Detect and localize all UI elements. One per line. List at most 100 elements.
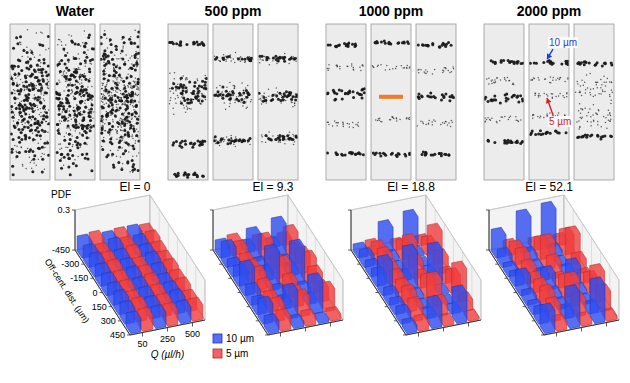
particle [138,152,140,154]
particle [109,91,111,93]
particle [68,127,70,129]
particle [281,95,283,97]
particle [132,144,135,147]
particle [103,64,106,67]
channel-background [10,24,50,180]
particle [116,104,118,106]
particle [40,121,43,124]
particle [12,80,14,82]
particle [33,122,36,125]
particle [65,44,67,46]
particle [58,104,61,107]
particle [21,56,23,58]
particle [136,122,139,125]
particle [177,84,179,86]
particle [249,59,252,62]
particle [87,158,90,161]
particle [406,67,408,69]
particle [66,109,68,111]
particle [260,99,262,101]
particle [107,55,109,57]
particle [15,155,18,158]
particle [196,87,199,90]
particle [288,59,290,61]
particle [64,50,66,52]
particle [69,110,71,112]
particle [124,121,126,123]
particle [28,136,31,139]
particle [136,60,138,62]
particle [128,106,130,108]
particle [128,60,130,62]
particle [92,96,94,98]
particle [128,86,130,88]
particle [84,102,86,104]
particle [227,138,230,141]
particle [10,151,13,154]
particle [123,122,126,125]
particle [223,141,225,143]
particle [23,120,25,122]
particle [93,111,95,113]
particle [202,175,205,178]
particle [103,107,105,109]
particle [384,42,387,45]
particle [45,71,47,73]
particle [84,30,86,32]
particle [109,63,111,65]
particle [169,103,171,105]
particle [249,144,251,146]
particle [120,80,122,82]
particle [230,137,232,139]
particle [180,79,182,81]
particle [104,141,106,143]
particle [26,120,29,123]
particle [288,58,291,61]
particle [48,48,50,50]
particle [110,96,112,98]
particle [19,41,21,43]
particle [183,105,185,107]
particle [187,107,189,109]
particle [36,76,39,79]
particle [76,91,79,94]
particle [62,108,65,111]
particle [44,112,46,114]
particle [111,137,113,139]
particle [251,99,253,101]
particle [44,119,46,121]
particle [202,96,204,98]
particle [67,58,70,61]
particle [221,85,224,88]
particle [186,101,189,104]
particle [12,173,15,176]
particle [29,64,32,67]
particle [343,42,346,45]
particle [217,90,220,93]
particle [183,75,185,77]
particle [134,116,136,118]
particle [86,54,88,56]
channel-background [326,24,366,180]
particle [29,58,32,61]
particle [184,140,187,143]
particle [124,149,127,152]
particle [203,84,206,87]
particle [335,92,338,95]
particle [14,114,16,116]
particle [112,107,114,109]
particle [27,93,30,96]
particle [328,122,330,124]
particle [75,79,78,82]
particle [20,133,22,135]
particle [128,145,130,147]
particle [19,35,22,38]
particle [135,140,137,142]
particle [353,69,355,71]
particle [41,44,44,47]
particle [358,93,361,96]
particle [80,125,82,127]
particle [362,153,365,156]
particle [172,82,174,84]
particle [106,114,108,116]
